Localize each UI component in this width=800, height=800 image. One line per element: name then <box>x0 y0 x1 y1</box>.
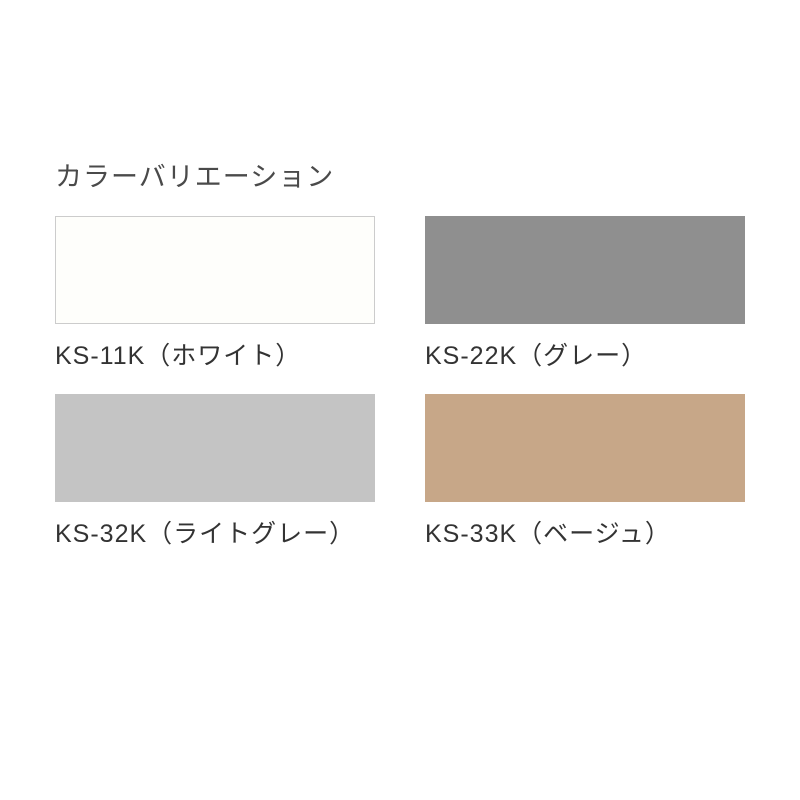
section-title: カラーバリエーション <box>55 155 745 194</box>
color-swatch <box>55 394 375 502</box>
swatch-label: KS-32K（ライトグレー） <box>55 514 375 550</box>
swatch-item: KS-33K（ベージュ） <box>425 394 745 550</box>
swatch-item: KS-11K（ホワイト） <box>55 216 375 372</box>
swatch-item: KS-32K（ライトグレー） <box>55 394 375 550</box>
color-swatch <box>55 216 375 324</box>
swatch-item: KS-22K（グレー） <box>425 216 745 372</box>
swatch-label: KS-33K（ベージュ） <box>425 514 745 550</box>
swatch-label: KS-22K（グレー） <box>425 336 745 372</box>
color-swatch <box>425 216 745 324</box>
color-variation-panel: カラーバリエーション KS-11K（ホワイト） KS-22K（グレー） KS-3… <box>55 155 745 550</box>
color-swatch <box>425 394 745 502</box>
swatch-grid: KS-11K（ホワイト） KS-22K（グレー） KS-32K（ライトグレー） … <box>55 216 745 550</box>
swatch-label: KS-11K（ホワイト） <box>55 336 375 372</box>
